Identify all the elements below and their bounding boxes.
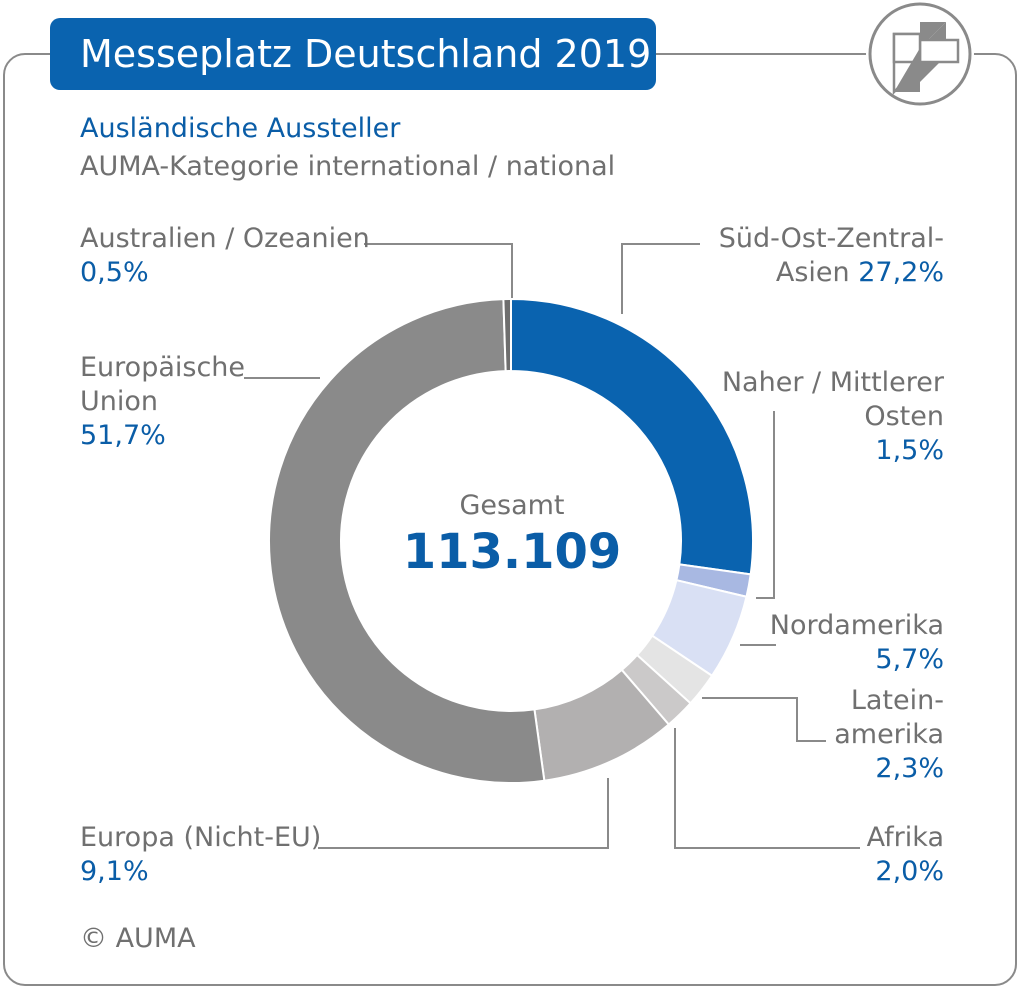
total-value: 113.109	[402, 524, 622, 580]
value-lateinamerika: 2,3%	[875, 753, 944, 784]
slice-europäische-union	[268, 298, 546, 784]
slice-süd-ost-zentral-asien	[510, 297, 754, 576]
leader-line	[621, 243, 700, 314]
label-europaeische-union: Europäische Union 51,7%	[80, 352, 246, 451]
label-europa-nicht-eu: Europa (Nicht-EU) 9,1%	[80, 822, 322, 887]
value-australien-ozeanien: 0,5%	[80, 257, 149, 288]
auma-logo-icon	[866, 0, 974, 108]
chart-subtitle-category: AUMA-Kategorie international / national	[80, 151, 616, 182]
value-europa-nicht-eu: 9,1%	[80, 856, 149, 887]
value-europaeische-union: 51,7%	[80, 420, 166, 451]
label-lateinamerika: Latein- amerika 2,3%	[834, 685, 944, 784]
copyright: © AUMA	[80, 923, 196, 954]
label-australien-ozeanien: Australien / Ozeanien 0,5%	[80, 223, 370, 288]
leader-line	[756, 411, 775, 599]
leader-line	[364, 243, 513, 298]
leader-line	[318, 778, 609, 849]
value-nordamerika: 5,7%	[875, 644, 944, 675]
leader-line	[702, 697, 826, 742]
slice-australien-ozeanien	[502, 297, 512, 373]
value-afrika: 2,0%	[875, 856, 944, 887]
chart-subtitle: Ausländische Aussteller	[80, 113, 401, 144]
total-label: Gesamt	[459, 490, 565, 521]
label-naher-mittlerer-osten: Naher / Mittlerer Osten 1,5%	[721, 367, 944, 466]
label-nordamerika: Nordamerika 5,7%	[769, 610, 944, 675]
value-sued-ost-zentral-asien: 27,2%	[858, 257, 944, 288]
header-title: Messeplatz Deutschland 2019	[50, 18, 656, 90]
label-afrika: Afrika 2,0%	[866, 822, 944, 887]
value-naher-mittlerer-osten: 1,5%	[875, 435, 944, 466]
leader-line	[674, 728, 860, 849]
label-sued-ost-zentral-asien: Süd-Ost-Zentral- Asien 27,2%	[718, 223, 944, 288]
